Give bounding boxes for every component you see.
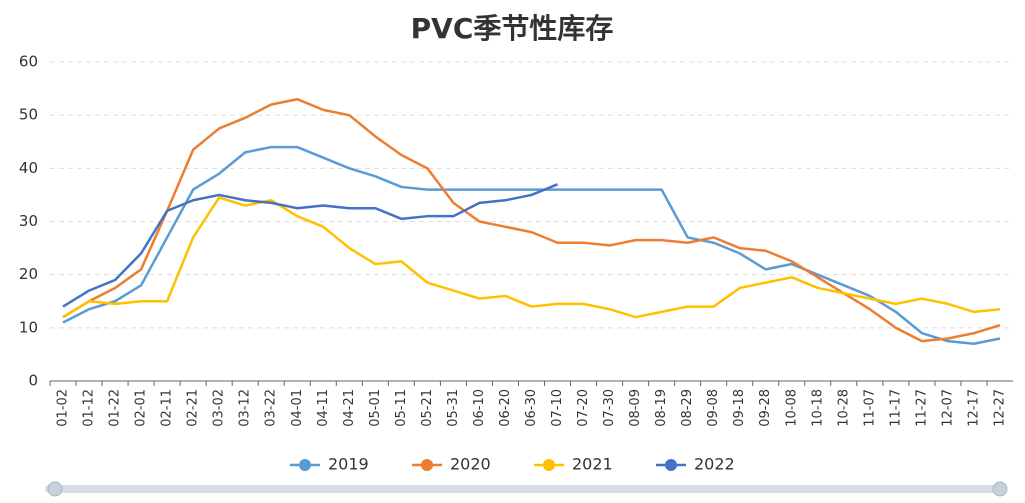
chart-title: PVC季节性库存 bbox=[411, 12, 614, 45]
x-tick-label: 03-02 bbox=[212, 389, 227, 427]
x-tick-label: 07-20 bbox=[576, 389, 591, 427]
x-tick-label: 05-21 bbox=[420, 389, 435, 427]
y-tick-label: 0 bbox=[28, 372, 38, 390]
x-tick-label: 10-28 bbox=[836, 389, 851, 427]
x-tick-label: 12-17 bbox=[966, 389, 981, 427]
x-tick-label: 04-11 bbox=[316, 389, 331, 427]
y-tick-label: 50 bbox=[19, 106, 38, 124]
x-tick-label: 08-29 bbox=[680, 389, 695, 427]
legend-marker bbox=[299, 459, 311, 471]
y-tick-label: 10 bbox=[19, 318, 38, 336]
x-tick-label: 09-18 bbox=[732, 389, 747, 427]
legend-label: 2019 bbox=[328, 455, 369, 474]
x-tick-label: 10-08 bbox=[784, 389, 799, 427]
x-tick-label: 11-07 bbox=[862, 389, 877, 427]
zoom-slider[interactable] bbox=[45, 485, 1000, 493]
x-tick-label: 11-17 bbox=[888, 389, 903, 427]
legend-label: 2021 bbox=[572, 455, 613, 474]
x-tick-label: 05-11 bbox=[394, 389, 409, 427]
legend-label: 2020 bbox=[450, 455, 491, 474]
x-tick-label: 01-22 bbox=[108, 389, 123, 427]
legend-marker bbox=[421, 459, 433, 471]
x-tick-label: 09-08 bbox=[706, 389, 721, 427]
x-tick-label: 01-12 bbox=[82, 389, 97, 427]
x-tick-label: 05-31 bbox=[446, 389, 461, 427]
x-tick-label: 12-07 bbox=[940, 389, 955, 427]
x-tick-label: 06-20 bbox=[498, 389, 513, 427]
x-tick-label: 07-10 bbox=[550, 389, 565, 427]
x-tick-label: 03-12 bbox=[238, 389, 253, 427]
x-tick-label: 05-01 bbox=[368, 389, 383, 427]
slider-handle[interactable] bbox=[47, 481, 63, 497]
x-tick-label: 12-27 bbox=[992, 389, 1007, 427]
series-line bbox=[62, 196, 1001, 319]
x-tick-label: 04-21 bbox=[342, 389, 357, 427]
x-tick-label: 04-01 bbox=[290, 389, 305, 427]
legend-label: 2022 bbox=[694, 455, 735, 474]
x-tick-label: 08-19 bbox=[654, 389, 669, 427]
series-line bbox=[62, 145, 1001, 346]
legend-marker bbox=[665, 459, 677, 471]
x-tick-label: 01-02 bbox=[56, 389, 71, 427]
y-tick-label: 40 bbox=[19, 159, 38, 177]
slider-handle[interactable] bbox=[992, 481, 1008, 497]
x-tick-label: 06-30 bbox=[524, 389, 539, 427]
y-tick-label: 20 bbox=[19, 265, 38, 283]
x-tick-label: 03-22 bbox=[264, 389, 279, 427]
x-tick-label: 02-21 bbox=[186, 389, 201, 427]
y-tick-label: 60 bbox=[19, 53, 38, 71]
x-tick-label: 11-27 bbox=[914, 389, 929, 427]
x-tick-label: 07-30 bbox=[602, 389, 617, 427]
x-tick-label: 02-11 bbox=[160, 389, 175, 427]
x-tick-label: 09-28 bbox=[758, 389, 773, 427]
x-tick-label: 02-01 bbox=[134, 389, 149, 427]
legend-marker bbox=[543, 459, 555, 471]
y-tick-label: 30 bbox=[19, 212, 38, 230]
x-tick-label: 06-10 bbox=[472, 389, 487, 427]
x-tick-label: 10-18 bbox=[810, 389, 825, 427]
series-line bbox=[62, 183, 558, 308]
x-tick-label: 08-09 bbox=[628, 389, 643, 427]
